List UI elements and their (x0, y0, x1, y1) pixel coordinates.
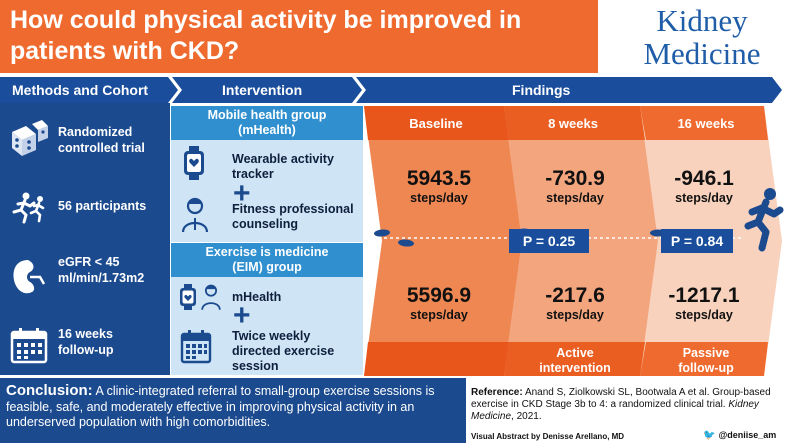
method-participants-line1: 56 participants (58, 199, 147, 213)
twitter-icon: 🐦 (703, 430, 716, 441)
kidney-icon (13, 260, 46, 294)
mhealth-item-counseling: Fitness professional counseling (232, 202, 354, 232)
phase-active-line1: Active (556, 346, 594, 360)
counseling-line1: Fitness professional (232, 202, 354, 216)
reference-year: , 2021. (511, 411, 542, 422)
method-randomized-line2: controlled trial (58, 141, 145, 155)
conclusion-text: A clinic-integrated referral to small-gr… (6, 384, 435, 429)
header-methods: Methods and Cohort (12, 77, 162, 103)
mhealth-baseline-value: 5943.5 (406, 167, 472, 190)
smartwatch-icon (184, 146, 204, 180)
exercise-line2: directed exercise (232, 344, 335, 358)
mhealth-8w-value: -730.9 (545, 167, 605, 190)
phase-passive-line2: follow-up (678, 361, 734, 375)
header-intervention: Intervention (222, 77, 342, 103)
calendar-icon (10, 328, 48, 364)
fitness-professional-small-icon (201, 284, 221, 310)
exercise-line1: Twice weekly (232, 329, 311, 343)
p-value-8-weeks: P = 0.25 (509, 229, 589, 253)
running-person-icon (744, 188, 784, 252)
col-baseline: Baseline (409, 116, 463, 131)
mhealth-group-title: Mobile health group (mHealth) (171, 106, 363, 140)
eim-title-line1: Exercise is medicine (205, 245, 329, 259)
col-16-weeks: 16 weeks (677, 116, 735, 131)
twitter-handle[interactable]: 🐦 @deniise_am (703, 430, 776, 441)
mhealth-title-line1: Mobile health group (207, 108, 327, 122)
journal-logo: Kidney Medicine (622, 4, 782, 70)
p-value-16-weeks: P = 0.84 (661, 229, 733, 253)
author-credit: Visual Abstract by Denisse Arellano, MD (471, 432, 625, 441)
conclusion-box: Conclusion: A clinic-integrated referral… (0, 378, 466, 443)
method-followup: 16 weeks follow-up (0, 316, 170, 376)
reference-text: Anand S, Ziolkowski SL, Bootwala A et al… (471, 387, 771, 410)
eim-baseline-unit: steps/day (410, 308, 468, 322)
mhealth-item-tracker: Wearable activity tracker (232, 152, 334, 182)
eim-8w-unit: steps/day (546, 308, 604, 322)
reference-block: Reference: Anand S, Ziolkowski SL, Bootw… (471, 387, 783, 423)
tracker-line1: Wearable activity (232, 152, 334, 166)
eim-16w-unit: steps/day (675, 308, 733, 322)
exercise-line3: session (232, 359, 279, 373)
eim-8w-value: -217.6 (545, 284, 605, 307)
mhealth-16w-unit: steps/day (675, 191, 733, 205)
eim-16w-value: -1217.1 (668, 284, 740, 307)
method-participants: 56 participants (0, 176, 170, 236)
journal-name-line2: Medicine (643, 36, 761, 71)
dice-icon (12, 120, 48, 156)
runners-icon (12, 192, 45, 224)
eim-title-line2: (EIM) group (232, 260, 302, 274)
method-egfr-line1: eGFR < 45 (58, 255, 120, 269)
mhealth-16w-value: -946.1 (674, 167, 734, 190)
plus-icon-2: + (233, 299, 251, 332)
eim-baseline-value: 5596.9 (406, 284, 472, 307)
plus-icon: + (233, 177, 251, 210)
mhealth-title-line2: (mHealth) (238, 123, 296, 137)
header-findings: Findings (512, 77, 632, 103)
eim-panel (171, 277, 363, 375)
method-egfr: eGFR < 45 ml/min/1.73m2 (0, 248, 170, 308)
method-randomized: Randomized controlled trial (0, 110, 170, 170)
method-followup-line2: follow-up (58, 343, 114, 357)
title-banner (0, 0, 598, 73)
conclusion-label: Conclusion: (6, 382, 93, 399)
mhealth-8w-unit: steps/day (546, 191, 604, 205)
mhealth-baseline-unit: steps/day (410, 191, 468, 205)
exercise-calendar-icon (180, 330, 212, 364)
tracker-line2: tracker (232, 167, 274, 181)
twitter-handle-text: @deniise_am (718, 430, 777, 440)
reference-label: Reference: (471, 387, 523, 398)
eim-item-mhealth: mHealth (232, 290, 282, 304)
page-title: How could physical activity be improved … (10, 6, 522, 65)
phase-active-intervention: Active intervention (506, 346, 644, 376)
counseling-line2: counseling (232, 217, 298, 231)
phase-passive-line1: Passive (682, 346, 730, 360)
fitness-professional-icon (181, 197, 209, 232)
smartwatch-small-icon (180, 284, 196, 310)
phase-passive-followup: Passive follow-up (644, 346, 768, 376)
method-followup-line1: 16 weeks (58, 327, 113, 341)
method-randomized-line1: Randomized (58, 125, 133, 139)
col-8-weeks: 8 weeks (548, 116, 598, 131)
eim-item-exercise: Twice weekly directed exercise session (232, 329, 334, 374)
journal-name-line1: Kidney (656, 3, 748, 38)
reference-journal: Kidney Medicine (471, 399, 759, 422)
eim-group-title: Exercise is medicine (EIM) group (171, 243, 363, 277)
method-egfr-line2: ml/min/1.73m2 (58, 271, 145, 285)
phase-active-line2: intervention (539, 361, 611, 375)
